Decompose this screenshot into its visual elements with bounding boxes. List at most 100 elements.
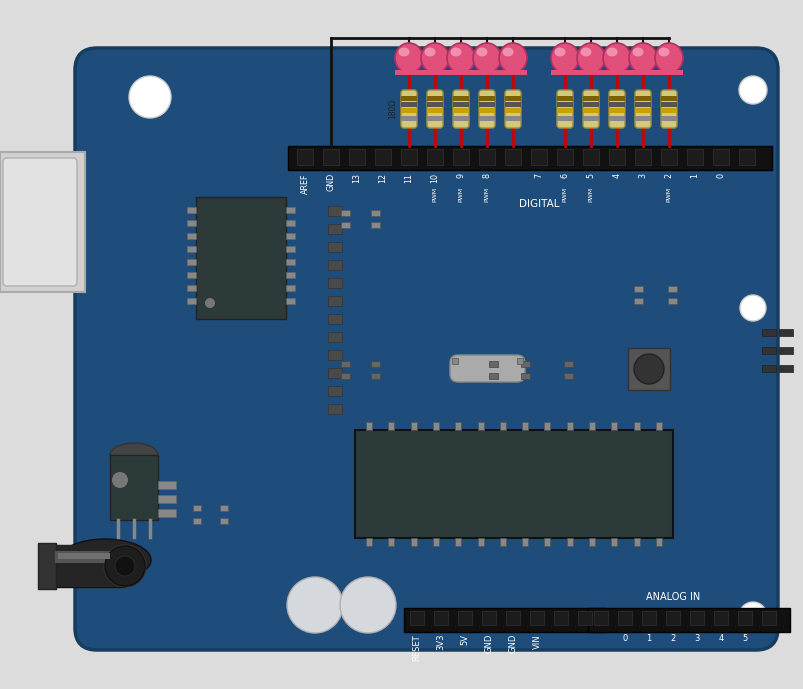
Ellipse shape [658,48,669,56]
Bar [634,298,642,304]
Text: 3: 3 [638,173,646,178]
FancyBboxPatch shape [582,90,598,128]
Text: 8: 8 [482,173,491,178]
Text: PWM: PWM [484,187,489,202]
Ellipse shape [104,545,146,587]
Text: 11: 11 [404,173,413,183]
Bar [530,149,546,165]
Bar [287,146,771,170]
Bar [286,233,295,239]
Bar [566,538,572,546]
Bar [686,149,702,165]
Bar [187,246,196,252]
Bar [426,102,442,107]
FancyBboxPatch shape [634,90,650,128]
Bar [516,358,522,364]
Text: 5V: 5V [460,634,469,645]
Bar [370,210,380,216]
Bar [587,608,789,632]
Bar [454,538,461,546]
Text: GND: GND [484,634,493,653]
Bar [618,611,631,625]
Circle shape [128,76,171,118]
Text: RESET: RESET [412,634,421,661]
Bar [403,608,605,632]
Text: 1: 1 [646,634,650,643]
Text: 6: 6 [560,173,569,178]
Bar [370,373,380,379]
Text: 0: 0 [715,173,724,178]
Bar [582,108,598,113]
Bar [608,108,624,113]
Bar [563,361,573,367]
Text: PWM: PWM [666,187,671,202]
Bar [521,538,528,546]
Ellipse shape [554,48,565,56]
Ellipse shape [450,48,461,56]
Bar [40,545,124,587]
Bar [394,70,422,75]
Bar [451,358,458,364]
Bar [499,538,505,546]
Text: AREF: AREF [300,173,309,194]
Circle shape [340,577,396,633]
Bar [556,102,573,107]
Bar [328,386,341,396]
Bar [328,296,341,306]
Ellipse shape [476,48,487,56]
Bar [328,206,341,216]
Bar [713,611,727,625]
Bar [520,361,529,367]
Bar [286,207,295,213]
Ellipse shape [59,539,151,581]
Circle shape [205,298,214,308]
Bar [544,422,550,430]
Bar [660,102,676,107]
Bar [667,298,676,304]
Bar [158,495,176,503]
Bar [328,224,341,234]
Bar [608,102,624,107]
Bar [426,116,442,121]
Bar [633,538,639,546]
Bar [193,518,201,524]
Bar [328,278,341,288]
Bar [778,347,792,354]
Bar [187,285,196,291]
Bar [665,611,679,625]
Bar [286,220,295,226]
Bar [196,197,286,319]
Bar [608,96,624,101]
Bar [660,116,676,121]
Bar [328,404,341,414]
Circle shape [634,354,663,384]
FancyBboxPatch shape [660,90,676,128]
Bar [608,149,624,165]
Bar [761,329,775,336]
Bar [761,365,775,372]
Bar [593,611,607,625]
FancyBboxPatch shape [608,90,624,128]
Bar [655,422,661,430]
Bar [738,149,754,165]
Bar [634,102,650,107]
Bar [401,102,417,107]
Text: GND: GND [507,634,517,653]
Bar [434,611,447,625]
Bar [410,538,416,546]
FancyBboxPatch shape [426,90,442,128]
Bar [660,96,676,101]
Bar [689,611,703,625]
Bar [479,102,495,107]
Text: VIN: VIN [532,634,541,648]
Bar [401,149,417,165]
FancyBboxPatch shape [450,355,524,382]
Text: 1: 1 [690,173,699,178]
Bar [627,348,669,390]
Bar [340,373,349,379]
Bar [410,422,416,430]
Bar [110,455,158,520]
Bar [634,149,650,165]
FancyBboxPatch shape [504,90,520,128]
Bar [340,361,349,367]
